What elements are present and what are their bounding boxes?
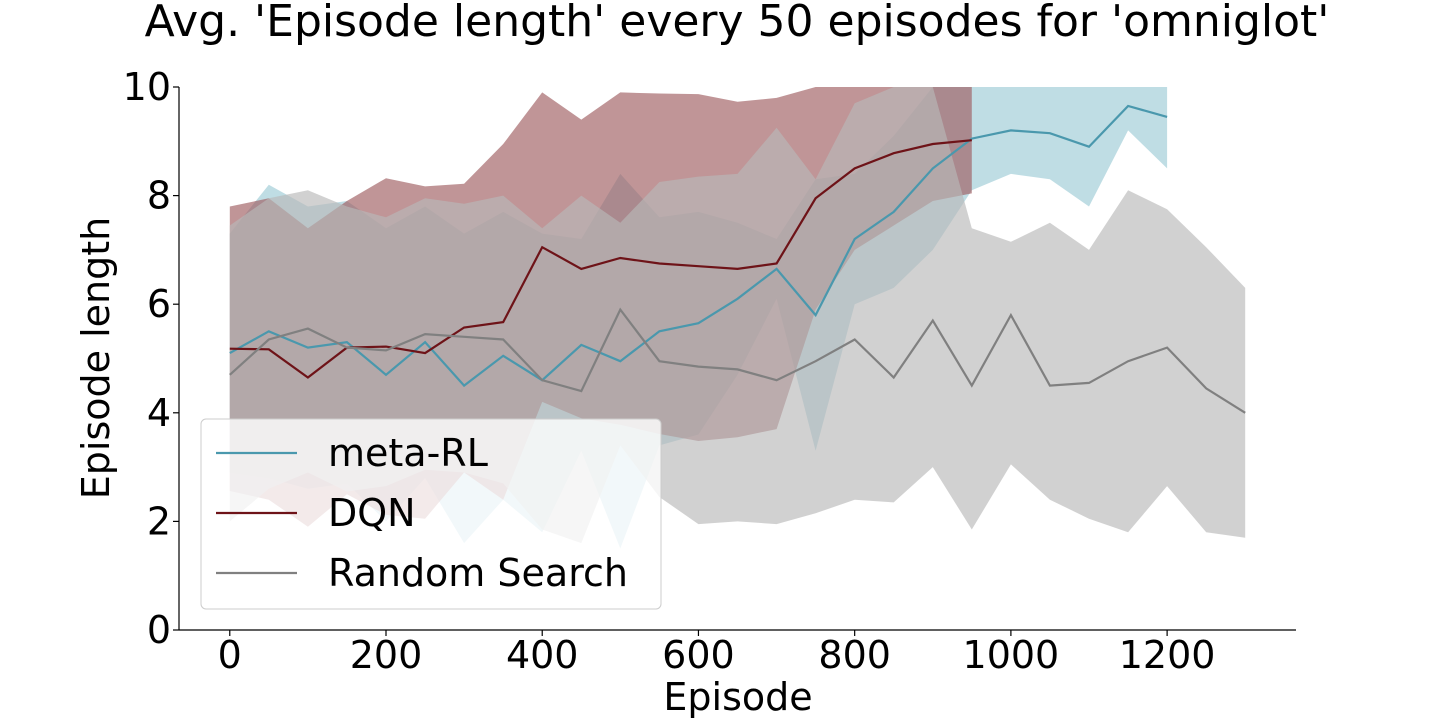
y-tick-label: 4 [147,391,171,435]
legend-label-meta-rl: meta-RL [328,431,488,475]
x-tick-label: 1200 [1119,633,1216,677]
y-tick-label: 6 [147,282,171,326]
x-tick-label: 200 [350,633,423,677]
y-axis-label: Episode length [74,217,118,499]
x-tick-label: 800 [818,633,891,677]
x-tick-label: 0 [218,633,242,677]
x-axis-label: Episode [663,675,812,719]
y-tick-label: 8 [147,174,171,218]
x-tick-label: 1000 [963,633,1060,677]
axes [178,87,1296,631]
x-axis-ticks: 0 200 400 600 800 1000 1200 [218,630,1216,677]
x-tick-label: 600 [662,633,735,677]
x-tick-label: 400 [506,633,579,677]
y-tick-label: 2 [147,499,171,543]
y-axis-ticks: 0 2 4 6 8 10 [123,65,179,652]
legend-box [200,418,662,610]
y-tick-label: 10 [123,65,171,109]
legend-label-random-search: Random Search [328,551,628,595]
chart-title: Avg. 'Episode length' every 50 episodes … [145,0,1330,47]
meta-rl-line [229,104,1168,388]
random-search-line [229,307,1246,414]
legend: meta-RL DQN Random Search [200,418,662,610]
legend-label-dqn: DQN [328,491,416,535]
series-lines [229,104,1246,414]
y-tick-label: 0 [147,608,171,652]
